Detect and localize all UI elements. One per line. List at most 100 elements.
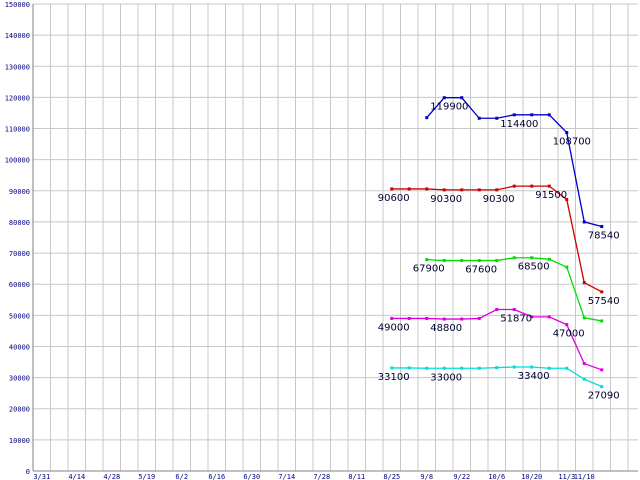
x-tick-label: 8/25 [383, 473, 400, 480]
data-point [582, 362, 586, 366]
data-point [390, 187, 394, 191]
data-point [425, 187, 429, 191]
data-label: 51870 [500, 314, 532, 325]
y-tick-label: 60000 [9, 281, 30, 289]
data-point [582, 281, 586, 285]
data-point [547, 366, 551, 370]
data-label: 33000 [430, 372, 462, 383]
data-label: 67900 [413, 264, 445, 275]
data-point [442, 259, 446, 263]
y-tick-label: 50000 [9, 312, 30, 320]
x-tick-label: 9/8 [420, 473, 433, 480]
data-point [407, 187, 411, 191]
data-label: 90600 [378, 193, 410, 204]
data-point [460, 366, 464, 370]
data-point [477, 316, 481, 320]
data-point [582, 220, 586, 224]
data-point [600, 319, 604, 323]
data-point [512, 365, 516, 369]
data-point [442, 366, 446, 370]
y-tick-label: 130000 [5, 63, 30, 71]
data-point [600, 368, 604, 372]
data-point [565, 265, 569, 269]
x-tick-label: 11/3 [558, 473, 575, 480]
x-tick-label: 4/28 [103, 473, 120, 480]
data-point [512, 256, 516, 260]
data-point [530, 365, 534, 369]
data-point [460, 317, 464, 321]
data-label: 68500 [518, 262, 550, 273]
data-label: 47000 [553, 329, 585, 340]
data-label: 114400 [500, 119, 538, 130]
data-point [512, 113, 516, 117]
data-label: 57540 [588, 296, 620, 307]
data-point [425, 316, 429, 320]
x-tick-label: 7/28 [313, 473, 330, 480]
x-tick-label: 4/14 [68, 473, 85, 480]
x-tick-label: 8/11 [348, 473, 365, 480]
data-label: 90300 [430, 194, 462, 205]
data-point [495, 366, 499, 370]
data-label: 48800 [430, 323, 462, 334]
x-tick-label: 7/14 [278, 473, 295, 480]
data-label: 49000 [378, 322, 410, 333]
data-label: 78540 [588, 230, 620, 241]
data-point [460, 188, 464, 192]
data-point [442, 96, 446, 100]
data-point [407, 366, 411, 370]
data-label: 108700 [553, 137, 591, 148]
data-point [530, 184, 534, 188]
data-point [495, 308, 499, 312]
data-labels: 119900 114400 108700 78540 90600 90300 90300 91… [378, 102, 620, 402]
y-tick-label: 30000 [9, 375, 30, 383]
data-point [442, 188, 446, 192]
data-label: 90300 [483, 194, 515, 205]
data-point [512, 308, 516, 312]
x-tick-label: 6/30 [243, 473, 260, 480]
x-tick-label: 3/31 [33, 473, 50, 480]
data-point [565, 198, 569, 202]
y-tick-label: 70000 [9, 250, 30, 258]
data-point [442, 317, 446, 321]
data-point [530, 256, 534, 260]
data-label: 27090 [588, 391, 620, 402]
data-point [425, 258, 429, 262]
y-tick-label: 80000 [9, 219, 30, 227]
data-label: 67600 [465, 265, 497, 276]
data-point [547, 315, 551, 319]
data-label: 119900 [430, 102, 468, 113]
axes: 0 10000 20000 30000 40000 50000 60000 70000 8000… [5, 1, 638, 480]
x-tick-label: 11/10 [574, 473, 595, 480]
y-tick-label: 10000 [9, 437, 30, 445]
y-tick-label: 20000 [9, 406, 30, 414]
data-point [477, 116, 481, 120]
data-point [547, 257, 551, 261]
grid [32, 3, 638, 472]
data-point [495, 116, 499, 120]
data-point [425, 116, 429, 120]
data-point [477, 366, 481, 370]
data-point [495, 259, 499, 263]
data-point [600, 385, 604, 389]
y-tick-label: 100000 [5, 157, 30, 165]
data-label: 33400 [518, 371, 550, 382]
x-tick-label: 6/16 [208, 473, 225, 480]
x-tick-label: 5/19 [138, 473, 155, 480]
y-tick-label: 120000 [5, 94, 30, 102]
data-point [407, 316, 411, 320]
series-group [390, 96, 604, 389]
data-point [600, 290, 604, 294]
data-point [390, 366, 394, 370]
data-point [530, 113, 534, 117]
data-point [565, 323, 569, 327]
y-tick-label: 40000 [9, 343, 30, 351]
data-point [460, 96, 464, 100]
y-tick-label: 150000 [5, 1, 30, 9]
data-point [565, 366, 569, 370]
data-point [547, 184, 551, 188]
x-tick-label: 9/22 [453, 473, 470, 480]
data-point [512, 184, 516, 188]
data-point [425, 366, 429, 370]
data-point [495, 188, 499, 192]
